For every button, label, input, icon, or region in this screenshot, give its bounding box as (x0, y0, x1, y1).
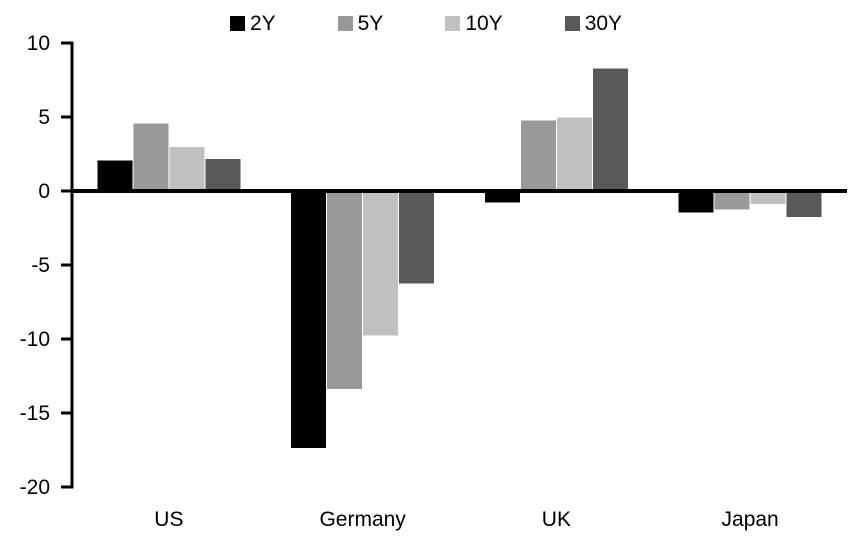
y-tick-label: -10 (20, 328, 50, 351)
bar-10y-us (168, 146, 206, 192)
category-label-us: US (154, 508, 183, 531)
category-label-uk: UK (542, 508, 571, 531)
y-tick-label: -5 (31, 254, 50, 277)
bar-30y-japan (785, 190, 823, 219)
category-label-germany: Germany (319, 508, 406, 531)
bar-10y-uk (555, 116, 593, 192)
bar-5y-japan (713, 190, 751, 211)
bar-5y-us (132, 122, 170, 192)
bar-5y-germany (326, 190, 364, 390)
y-tick-label: -20 (20, 476, 50, 499)
bar-2y-japan (677, 190, 715, 214)
y-tick-label: 0 (38, 180, 50, 203)
y-tick-label: 5 (38, 106, 50, 129)
y-tick-label: 10 (27, 32, 50, 55)
y-tick-label: -15 (20, 402, 50, 425)
bar-30y-uk (591, 67, 629, 192)
bar-10y-germany (362, 190, 400, 337)
bar-5y-uk (519, 119, 557, 192)
bar-2y-us (96, 159, 134, 192)
category-label-japan: Japan (722, 508, 779, 531)
bar-2y-germany (290, 190, 328, 450)
bar-30y-us (204, 157, 242, 192)
bar-30y-germany (398, 190, 436, 285)
